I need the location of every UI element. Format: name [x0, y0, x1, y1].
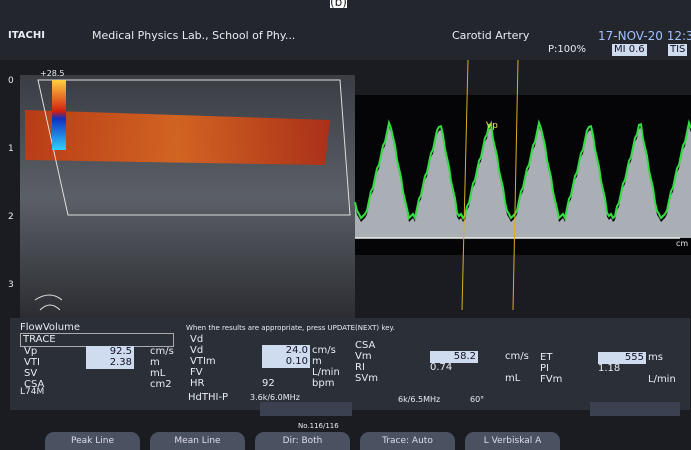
brand: ITACHI — [8, 30, 45, 42]
measure-label: HR — [190, 378, 204, 390]
measure-label: SVm — [355, 373, 378, 385]
color-scale-label: +28.5 — [40, 68, 65, 80]
soft-button[interactable]: Trace: Auto — [360, 432, 455, 450]
doppler-frequency: 6k/6.5MHz — [398, 394, 440, 406]
datetime: 17-NOV-20 12:3 — [598, 30, 691, 42]
soft-button[interactable]: L Verbiskal A — [465, 432, 560, 450]
soft-button[interactable]: Mean Line — [150, 432, 245, 450]
depth-unit: cm — [676, 238, 688, 250]
measure-unit: ms — [648, 352, 663, 364]
depth-label: 0 — [8, 75, 14, 87]
measure-value: 92 — [262, 378, 275, 390]
cine-controls — [260, 402, 352, 416]
ultrasound-screen: (b) ITACHI Medical Physics Lab., School of… — [0, 0, 691, 450]
caption: (b) — [330, 0, 347, 8]
power: P:100% — [548, 44, 586, 56]
tis: TIS — [668, 44, 687, 56]
measure-unit: bpm — [312, 378, 334, 390]
measure-label: FVm — [540, 374, 562, 386]
depth-label: 3 — [8, 279, 14, 291]
color-scale — [52, 80, 66, 150]
soft-button[interactable]: Dir: Both — [255, 432, 350, 450]
measure-unit: L/min — [648, 374, 676, 386]
measure-value: 1.18 — [598, 363, 620, 375]
measure-unit: mL — [505, 373, 520, 385]
measure-label: CSA — [24, 379, 44, 391]
angle: 60° — [470, 394, 484, 406]
cine-controls — [590, 402, 680, 416]
imaging-mode: HdTHI-P — [188, 392, 228, 404]
cursor-label: Vp — [486, 120, 498, 132]
measure-value: 2.38 — [86, 357, 134, 369]
frequency: 3.6k/6.0MHz — [250, 392, 300, 404]
mi: MI 0.6 — [612, 44, 647, 56]
institution: Medical Physics Lab., School of Phy... — [92, 30, 295, 42]
preset: Carotid Artery — [452, 30, 529, 42]
measure-value: 0.74 — [430, 362, 452, 374]
screen-graphics — [0, 0, 691, 450]
measure-unit: cm2 — [150, 379, 172, 391]
mode: TRACE — [20, 333, 174, 347]
depth-label: 2 — [8, 211, 14, 223]
prompt: When the results are appropriate, press … — [186, 322, 395, 334]
measure-value: 0.10 — [262, 356, 310, 368]
frame-counter: No.116/116 — [298, 420, 339, 432]
depth-label: 1 — [8, 143, 14, 155]
soft-button[interactable]: Peak Line — [45, 432, 140, 450]
measure-unit: cm/s — [505, 351, 529, 363]
